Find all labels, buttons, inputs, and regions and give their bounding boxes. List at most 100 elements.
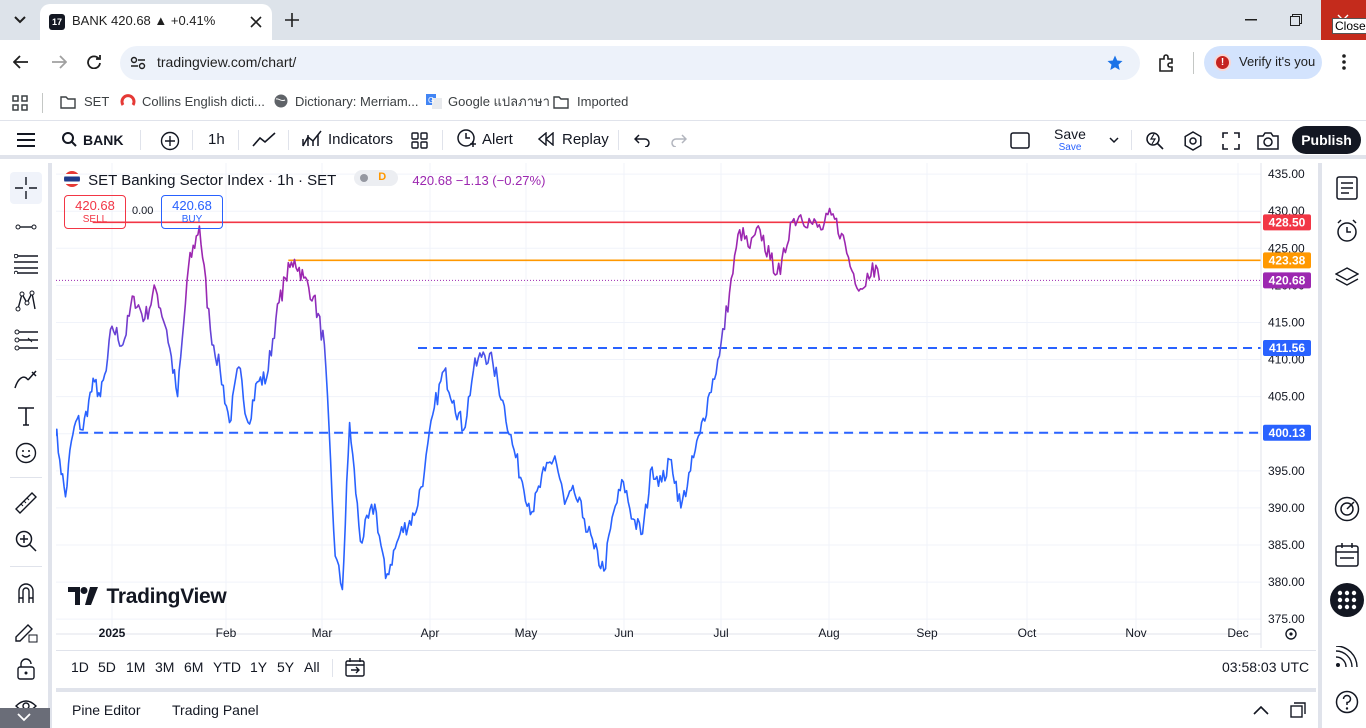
drawing-toolbar (0, 163, 52, 728)
brush-tool[interactable] (10, 363, 42, 395)
camera-snapshot-icon[interactable] (1257, 132, 1279, 150)
pine-editor-tab[interactable]: Pine Editor (72, 702, 141, 718)
replay-button[interactable]: Replay (537, 128, 609, 152)
price-axis[interactable]: 375.00380.00385.00390.00395.00400.00405.… (1268, 167, 1305, 626)
redo-icon[interactable] (671, 133, 687, 147)
alerts-button[interactable] (1330, 214, 1364, 248)
fib-retracement-tool[interactable] (10, 248, 42, 280)
extensions-icon[interactable] (1157, 54, 1175, 72)
calendar-button[interactable] (1330, 538, 1364, 572)
bookmark-imported[interactable]: Imported (553, 92, 628, 112)
range-6m[interactable]: 6M (184, 659, 204, 675)
fullscreen-icon[interactable] (1222, 132, 1240, 150)
range-ytd[interactable]: YTD (213, 659, 241, 675)
browser-tab[interactable]: 17 BANK 420.68 ▲ +0.41% (40, 4, 272, 40)
delayed-badge[interactable]: D (354, 170, 399, 186)
publish-button[interactable]: Publish (1292, 126, 1361, 154)
object-tree-button[interactable] (1330, 260, 1364, 294)
hamburger-menu-icon[interactable] (17, 133, 35, 147)
restore-icon[interactable] (1290, 14, 1302, 26)
forward-icon[interactable] (51, 55, 67, 69)
undo-icon[interactable] (634, 133, 650, 147)
watchlist-button[interactable] (1330, 171, 1364, 205)
time-axis[interactable]: 2025 Feb Mar Apr May Jun Jul Aug Sep Oct Nov Dec (99, 626, 1249, 640)
chevron-up-icon[interactable] (1253, 706, 1269, 715)
price-chart[interactable]: 375.00380.00385.00390.00395.00400.00405.… (53, 163, 1316, 648)
stay-in-drawing-mode-tool[interactable] (10, 615, 42, 647)
chart-pane[interactable]: 375.00380.00385.00390.00395.00400.00405.… (53, 163, 1316, 648)
price-series-line (53, 207, 881, 591)
tv-logo-icon (68, 587, 98, 605)
compare-symbol-icon[interactable] (160, 131, 180, 151)
measure-tool[interactable] (10, 487, 42, 519)
news-stream-button[interactable] (1330, 640, 1364, 674)
lock-drawings-tool[interactable] (10, 653, 42, 685)
bookmark-google-translate[interactable]: G Google แปลภาษา (426, 92, 550, 112)
layouts-grid-icon[interactable] (411, 132, 428, 149)
watermark-text: TradingView (106, 585, 227, 608)
utc-clock[interactable]: 03:58:03 UTC (1222, 659, 1310, 675)
bookmark-star-icon[interactable] (1107, 55, 1123, 71)
crosshair-tool[interactable] (10, 172, 42, 204)
range-3m[interactable]: 3M (155, 659, 175, 675)
bookmark-set[interactable]: SET (60, 92, 109, 112)
tradingview-logo[interactable]: TradingView (68, 585, 227, 611)
collapse-toolbar-button[interactable] (0, 708, 50, 728)
back-icon[interactable] (13, 55, 29, 69)
site-info-icon[interactable] (130, 56, 146, 70)
close-window-button[interactable]: Close (1321, 0, 1366, 40)
google-translate-icon: G (426, 94, 442, 109)
watchlist-icon (1336, 176, 1358, 200)
buy-button[interactable]: 420.68 BUY (161, 195, 223, 229)
magnet-tool[interactable] (10, 577, 42, 609)
quick-search-icon[interactable] (1145, 131, 1165, 151)
settings-gear-icon[interactable] (1183, 131, 1203, 151)
bookmark-merriam[interactable]: Dictionary: Merriam... (273, 92, 419, 112)
url-text[interactable]: tradingview.com/chart/ (157, 54, 297, 70)
range-all[interactable]: All (304, 659, 320, 675)
settings-gear-icon[interactable] (1285, 628, 1297, 640)
sell-button[interactable]: 420.68 SELL (64, 195, 126, 229)
close-tab-icon[interactable] (250, 16, 262, 28)
price-tick-label: 385.00 (1268, 538, 1305, 552)
reload-icon[interactable] (87, 55, 101, 69)
new-tab-icon[interactable] (285, 13, 299, 27)
forecast-tool[interactable] (10, 324, 42, 356)
date-range-bar: 1D 5D 1M 3M 6M YTD 1Y 5Y All 03:58:03 UT… (56, 650, 1316, 684)
zoom-in-tool[interactable] (10, 525, 42, 557)
apps-icon[interactable] (12, 95, 28, 111)
interval-button[interactable]: 1h (208, 131, 225, 148)
chevron-down-icon[interactable] (1109, 137, 1119, 144)
verify-button[interactable]: ! Verify it's you (1204, 46, 1322, 79)
trend-line-tool[interactable] (10, 211, 42, 243)
technicals-button[interactable] (1330, 492, 1364, 526)
range-1d[interactable]: 1D (71, 659, 89, 675)
range-1m[interactable]: 1M (126, 659, 146, 675)
symbol-search[interactable]: BANK (62, 128, 123, 152)
save-button[interactable]: Save Save (1048, 125, 1092, 155)
line-chart-type-icon[interactable] (252, 132, 276, 148)
pattern-tool[interactable] (10, 285, 42, 317)
trading-panel-tab[interactable]: Trading Panel (172, 702, 259, 718)
tab-search-button[interactable] (8, 8, 32, 32)
maximize-panel-icon[interactable] (1290, 702, 1306, 718)
browser-menu-icon[interactable] (1342, 54, 1346, 70)
alert-button[interactable]: Alert (456, 128, 513, 152)
crosshair-icon (15, 177, 37, 199)
indicators-button[interactable]: Indicators (302, 128, 393, 152)
range-5d[interactable]: 5D (98, 659, 116, 675)
emoji-tool[interactable] (10, 437, 42, 469)
save-label: Save (1054, 126, 1086, 142)
text-tool[interactable] (10, 400, 42, 432)
minimize-icon[interactable] (1245, 19, 1257, 21)
products-button[interactable] (1330, 583, 1364, 617)
range-1y[interactable]: 1Y (250, 659, 268, 675)
symbol-title[interactable]: SET Banking Sector Index · 1h · SET (88, 172, 337, 189)
sell-label: SELL (82, 214, 108, 225)
omnibox[interactable]: tradingview.com/chart/ (120, 46, 1140, 80)
range-5y[interactable]: 5Y (277, 659, 295, 675)
go-to-date-icon[interactable] (345, 658, 365, 677)
bookmark-collins[interactable]: Collins English dicti... (120, 92, 265, 112)
layout-square-icon[interactable] (1010, 132, 1030, 149)
help-button[interactable] (1330, 685, 1364, 719)
